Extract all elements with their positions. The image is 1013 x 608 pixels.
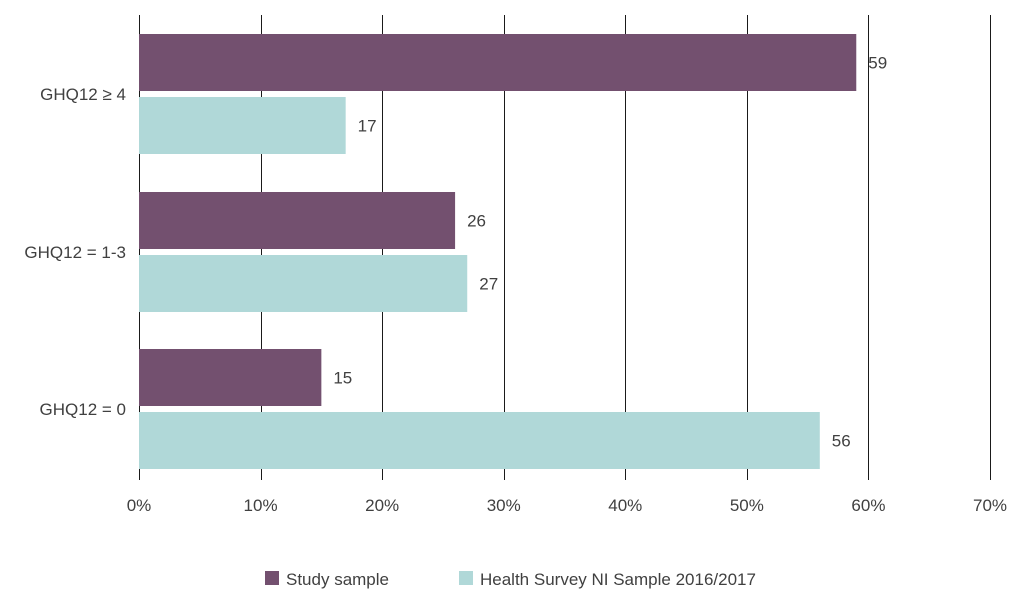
bar bbox=[139, 97, 346, 154]
legend-swatch bbox=[265, 571, 279, 585]
bar bbox=[139, 34, 857, 91]
category-label: GHQ12 ≥ 4 bbox=[40, 85, 126, 104]
category-labels: GHQ12 ≥ 4 GHQ12 = 1-3 GHQ12 = 0 bbox=[24, 85, 126, 419]
bar bbox=[139, 255, 468, 312]
data-label: 15 bbox=[333, 369, 352, 388]
x-tick-label: 70% bbox=[973, 496, 1007, 515]
x-tick-label: 40% bbox=[608, 496, 642, 515]
data-label: 59 bbox=[868, 54, 887, 73]
data-label: 56 bbox=[832, 432, 851, 451]
data-label: 27 bbox=[479, 275, 498, 294]
legend-swatch bbox=[459, 571, 473, 585]
x-tick-label: 20% bbox=[365, 496, 399, 515]
x-tick-label: 10% bbox=[244, 496, 278, 515]
data-label: 26 bbox=[467, 212, 486, 231]
x-tick-label: 30% bbox=[487, 496, 521, 515]
bar bbox=[139, 412, 820, 469]
legend-label: Study sample bbox=[286, 570, 389, 589]
category-label: GHQ12 = 0 bbox=[40, 400, 126, 419]
x-tick-label: 60% bbox=[851, 496, 885, 515]
x-tick-label: 0% bbox=[127, 496, 152, 515]
legend: Study sample Health Survey NI Sample 2016… bbox=[265, 570, 756, 589]
bars bbox=[139, 34, 857, 469]
data-label: 17 bbox=[358, 117, 377, 136]
x-tick-label: 50% bbox=[730, 496, 764, 515]
data-labels: 59 17 26 27 15 56 bbox=[333, 54, 887, 451]
x-axis-tick-labels: 0% 10% 20% 30% 40% 50% 60% 70% bbox=[127, 496, 1007, 515]
bar bbox=[139, 192, 456, 249]
category-label: GHQ12 = 1-3 bbox=[24, 243, 126, 262]
bar bbox=[139, 349, 322, 406]
legend-label: Health Survey NI Sample 2016/2017 bbox=[480, 570, 756, 589]
